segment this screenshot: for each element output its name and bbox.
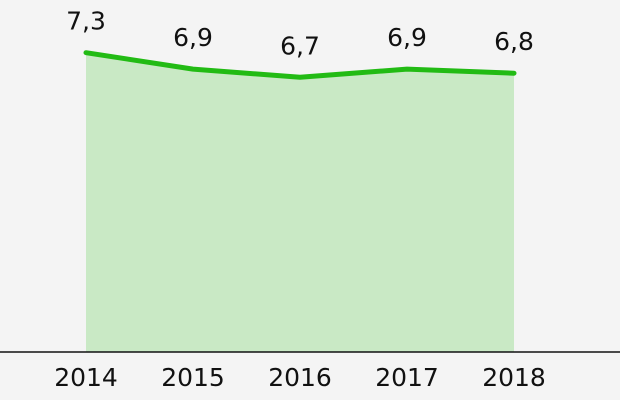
value-label: 7,3 (66, 7, 106, 36)
value-label: 6,8 (494, 27, 534, 56)
x-tick-label: 2015 (161, 363, 225, 392)
x-tick-label: 2014 (54, 363, 118, 392)
line (83, 50, 517, 80)
area (86, 52, 514, 352)
x-tick-label: 2016 (268, 363, 332, 392)
value-label: 6,7 (280, 31, 320, 60)
value-label: 6,9 (387, 23, 427, 52)
x-tick-label: 2018 (482, 363, 546, 392)
value-label: 6,9 (173, 23, 213, 52)
x-tick-label: 2017 (375, 363, 439, 392)
